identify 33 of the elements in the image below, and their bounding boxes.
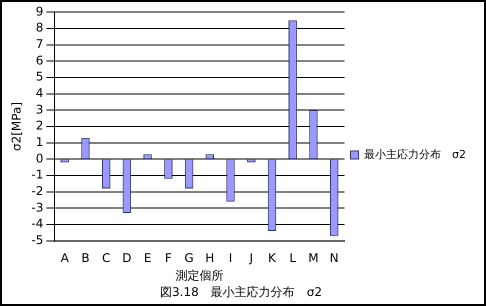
x-tick-label: M bbox=[308, 251, 319, 266]
y-tick-label: 3 bbox=[36, 102, 44, 116]
x-tick-label: J bbox=[248, 251, 254, 266]
y-tick-label: 7 bbox=[36, 36, 44, 51]
y-tick-label: 6 bbox=[36, 53, 44, 68]
legend-label: 最小主応力分布 σ2 bbox=[364, 148, 466, 161]
y-tick-label: 5 bbox=[36, 70, 44, 84]
x-tick-label: A bbox=[60, 251, 70, 266]
x-tick-label: I bbox=[228, 251, 232, 266]
y-tick-label: -4 bbox=[31, 216, 44, 231]
x-axis-title: 測定個所 bbox=[175, 268, 224, 283]
x-tick-label: G bbox=[184, 251, 194, 266]
y-tick-label: 0 bbox=[36, 151, 44, 166]
y-tick-label: 1 bbox=[36, 134, 44, 149]
y-tick-label: 9 bbox=[36, 4, 44, 18]
y-tick-label: -1 bbox=[31, 168, 44, 182]
y-tick-label: 2 bbox=[36, 118, 44, 133]
y-tick-label: -5 bbox=[31, 232, 44, 247]
x-tick-label: L bbox=[289, 251, 296, 266]
x-tick-label: B bbox=[81, 251, 90, 266]
y-axis-title: σ2[MPa] bbox=[9, 102, 24, 152]
x-tick-label: H bbox=[205, 251, 214, 266]
x-tick-label: K bbox=[268, 251, 278, 266]
x-tick-label: D bbox=[122, 251, 132, 266]
text: 図3.18 最小主応力分布 σ2 bbox=[160, 284, 322, 299]
x-tick-label: C bbox=[102, 251, 110, 266]
x-tick-label: N bbox=[330, 251, 339, 266]
y-tick-label: -2 bbox=[31, 184, 44, 198]
y-tick-label: -3 bbox=[31, 200, 44, 214]
y-tick-label: 8 bbox=[36, 20, 44, 35]
x-tick-label: F bbox=[164, 251, 172, 266]
x-tick-label: E bbox=[144, 251, 152, 266]
y-tick-label: 4 bbox=[36, 86, 44, 100]
